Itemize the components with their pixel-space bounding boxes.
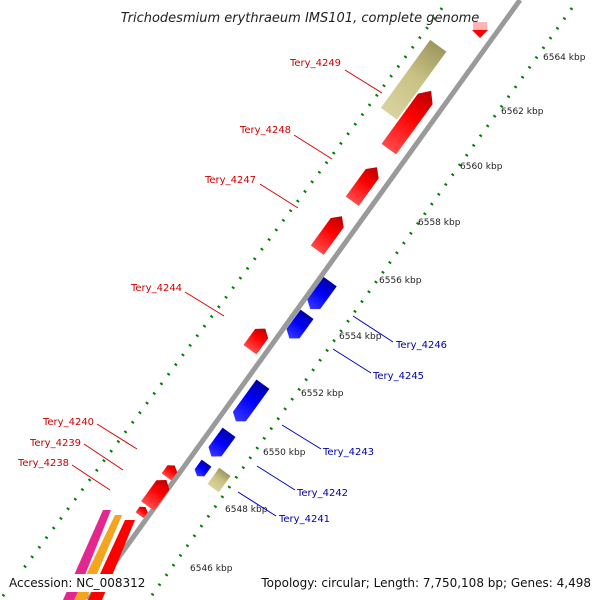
gene-tery-4247 [310, 216, 344, 255]
gene-label-tery-4247: Tery_4247 [204, 175, 256, 186]
leader-line [96, 423, 138, 450]
ruler-label: 6558 kbp [418, 218, 461, 228]
gene-tery-4242b [194, 459, 212, 477]
leader-line [344, 69, 383, 94]
gene-label-tery-4246: Tery_4246 [395, 340, 447, 351]
gene-label-tery-4239: Tery_4239 [29, 438, 81, 449]
forward-gene-labels: Tery_4249 Tery_4248 Tery_4247 Tery_4244 … [17, 58, 383, 491]
gene-tery-4249-rna [380, 39, 447, 120]
gene-tery-4246 [307, 276, 337, 310]
leader-line [83, 443, 124, 471]
outer-tick-track [148, 7, 574, 599]
leader-line [256, 465, 296, 491]
leader-line [352, 315, 394, 343]
gene-top-fragment-cap [473, 22, 487, 30]
gene-label-tery-4249: Tery_4249 [289, 58, 341, 69]
inner-tick-track [0, 7, 444, 600]
ruler-label: 6546 kbp [190, 564, 233, 574]
reverse-gene-labels: Tery_4246 Tery_4245 Tery_4243 Tery_4242 … [237, 315, 447, 525]
gene-label-tery-4240: Tery_4240 [42, 417, 94, 428]
gene-tery-4244 [243, 328, 269, 355]
forward-genes [135, 22, 488, 519]
gene-label-tery-4242: Tery_4242 [296, 488, 348, 499]
gene-label-tery-4238: Tery_4238 [17, 458, 69, 469]
genome-backbone [85, 0, 523, 600]
leader-line [293, 134, 333, 160]
ruler-label: 6554 kbp [339, 332, 382, 342]
gene-label-tery-4248: Tery_4248 [239, 125, 291, 136]
gene-tery-4242 [208, 427, 236, 457]
gene-top-fragment [472, 30, 488, 38]
map-title: Trichodesmium erythraeum IMS101, complet… [121, 11, 480, 26]
ruler-label: 6564 kbp [543, 53, 586, 63]
leader-line [259, 183, 299, 209]
gene-label-tery-4244: Tery_4244 [130, 283, 182, 294]
ruler-label: 6552 kbp [301, 389, 344, 399]
gene-label-tery-4241: Tery_4241 [278, 514, 330, 525]
gene-tery-4241-rna [207, 467, 231, 493]
reverse-genes [194, 276, 337, 493]
gene-label-tery-4245: Tery_4245 [372, 371, 424, 382]
gene-tery-4238 [135, 506, 148, 519]
ruler-label: 6556 kbp [379, 276, 422, 286]
ruler-label: 6550 kbp [263, 448, 306, 458]
leader-line [332, 348, 372, 374]
accession-text: Accession: NC_008312 [9, 576, 145, 590]
leader-line [184, 291, 225, 317]
leader-line [281, 424, 322, 450]
gene-tery-4239 [141, 480, 170, 511]
ruler-label: 6548 kbp [225, 505, 268, 515]
gene-tery-4245 [286, 309, 314, 339]
gene-tery-4248 [345, 167, 379, 206]
gene-label-tery-4243: Tery_4243 [322, 447, 374, 458]
footer-accession-bg [6, 574, 146, 592]
gene-tery-4243 [232, 379, 270, 422]
leader-line [71, 464, 111, 491]
ruler-label: 6560 kbp [460, 162, 503, 172]
ruler-label: 6562 kbp [501, 107, 544, 117]
genome-summary-text: Topology: circular; Length: 7,750,108 bp… [260, 576, 591, 590]
footer-summary-bg [256, 574, 594, 592]
leader-line [237, 491, 277, 517]
ruler-labels: 6546 kbp 6548 kbp 6550 kbp 6552 kbp 6554… [190, 53, 586, 574]
gene-tery-4249 [381, 90, 433, 155]
gene-tery-4240 [161, 465, 178, 481]
